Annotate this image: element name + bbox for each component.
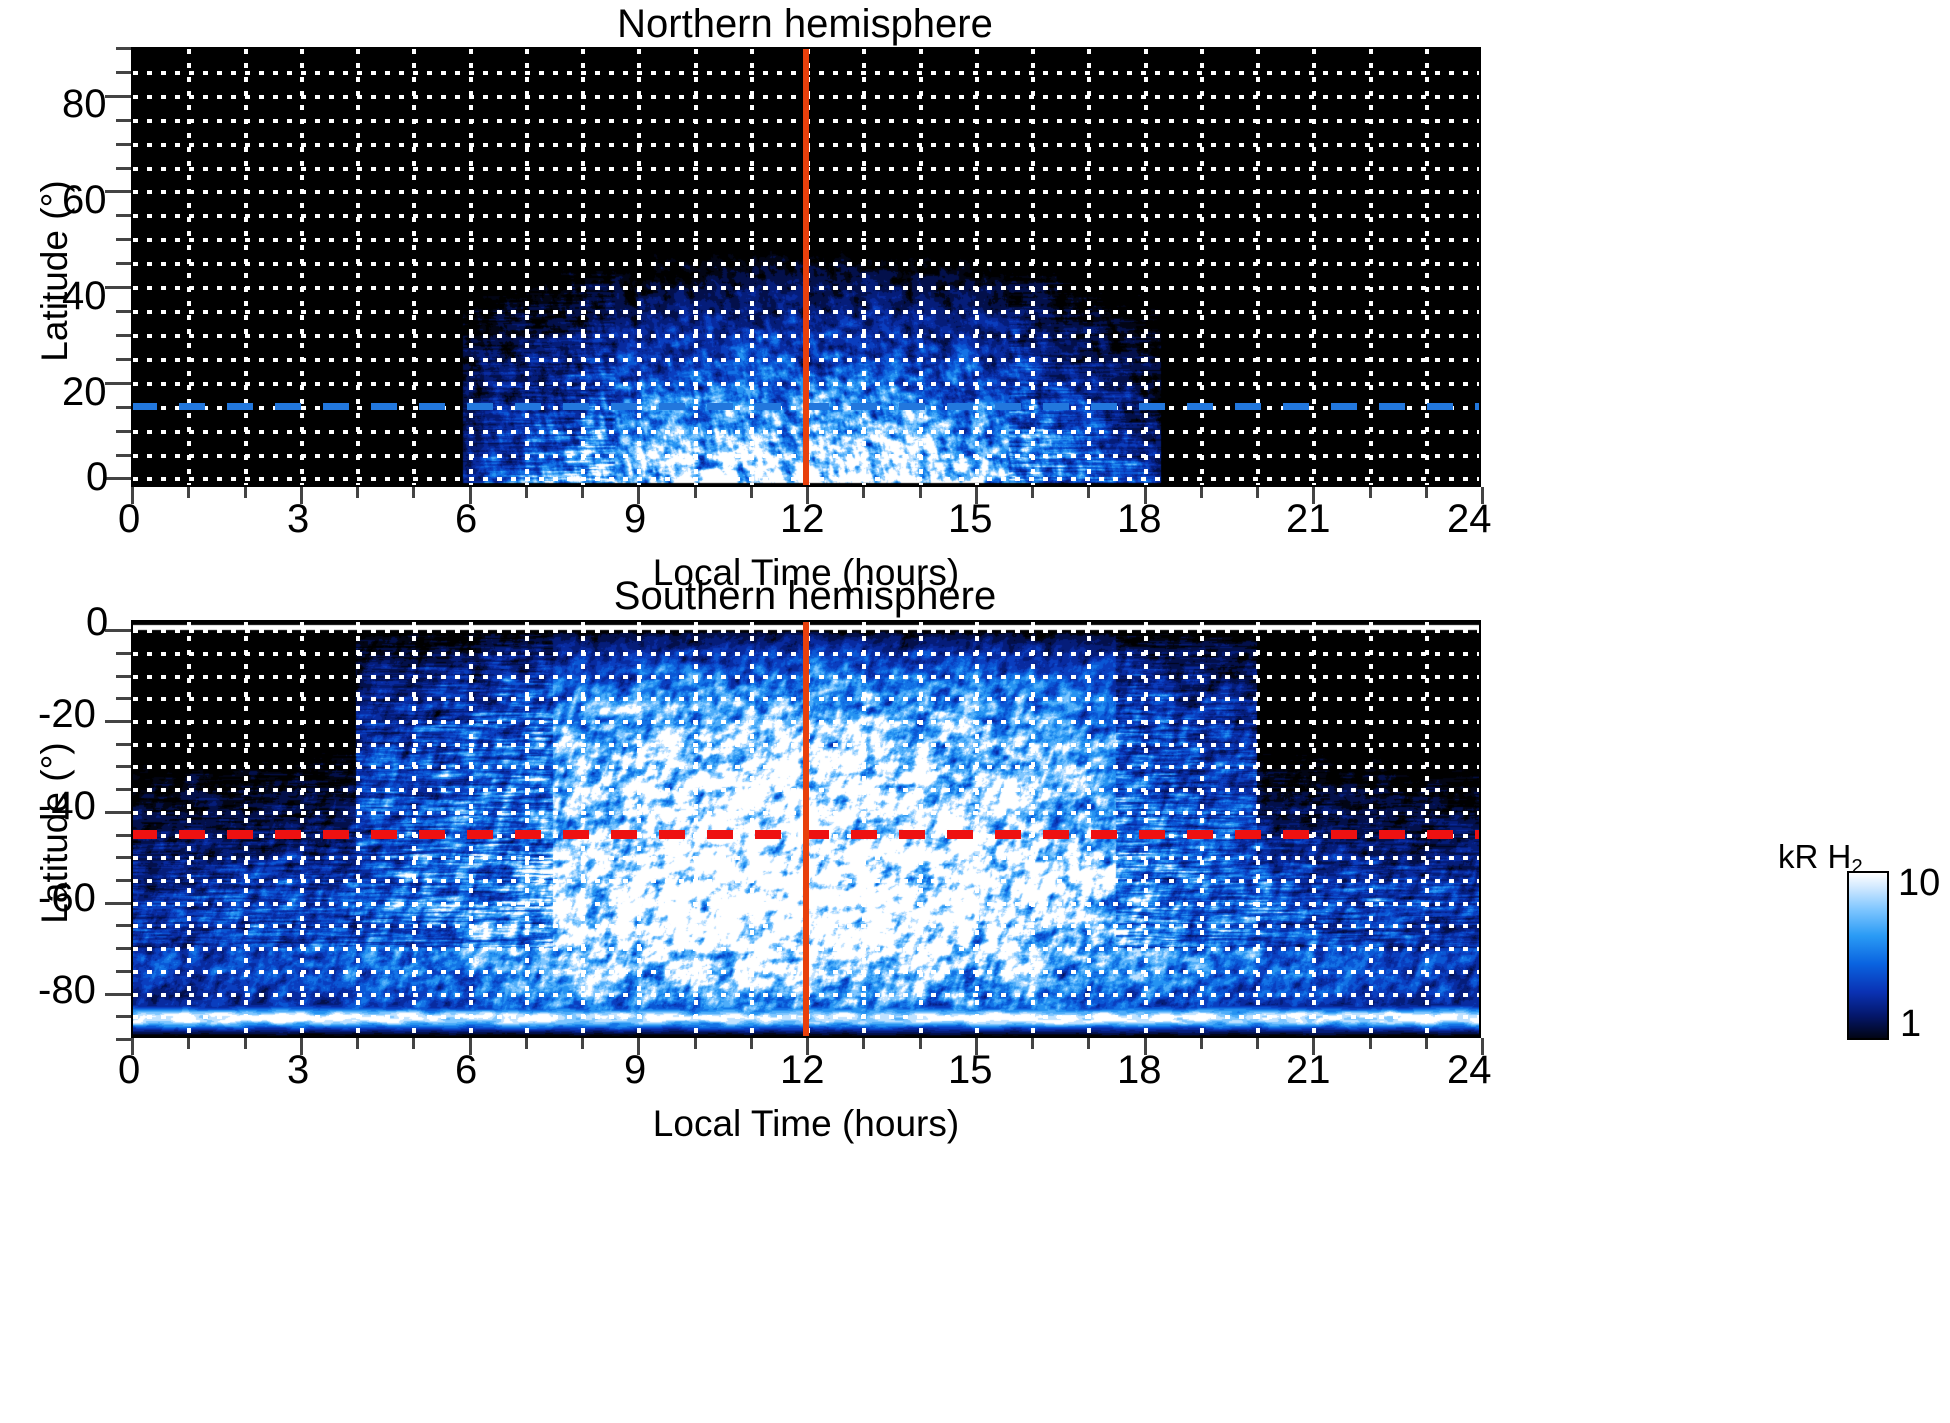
north-xtick-24: 24 [1447,497,1492,542]
north-ytick-40: 40 [62,274,107,319]
south-xtick-15: 15 [948,1048,993,1093]
north-plot-area[interactable] [131,47,1481,487]
south-ytick-m60: -60 [38,876,96,921]
south-ytick-m80: -80 [38,968,96,1013]
colorbar-title-text: kR H [1778,838,1851,875]
north-xtick-21: 21 [1286,497,1331,542]
north-xtick-12: 12 [780,497,825,542]
north-yaxis-label: Latitude (°) [34,121,76,421]
south-xtick-21: 21 [1286,1048,1331,1093]
north-xtick-0: 0 [118,497,140,542]
colorbar-gradient[interactable] [1847,871,1889,1040]
south-yaxis-label: Latitude (°) [34,683,76,983]
south-xtick-3: 3 [287,1048,309,1093]
north-xtick-18: 18 [1117,497,1162,542]
colorbar-title-subscript: 2 [1851,855,1862,878]
south-panel-title: Southern hemisphere [130,574,1480,619]
north-xtick-3: 3 [287,497,309,542]
north-ytick-60: 60 [62,178,107,223]
south-xtick-18: 18 [1117,1048,1162,1093]
north-xtick-9: 9 [624,497,646,542]
south-xtick-12: 12 [780,1048,825,1093]
south-xtick-24: 24 [1447,1048,1492,1093]
north-xtick-6: 6 [455,497,477,542]
north-ytick-80: 80 [62,82,107,127]
north-panel-title: Northern hemisphere [130,2,1480,47]
south-xaxis-label: Local Time (hours) [131,1103,1481,1145]
north-ytick-20: 20 [62,370,107,415]
south-ytick-m40: -40 [38,784,96,829]
north-ytick-0: 0 [86,455,108,500]
south-plot-area[interactable] [131,620,1481,1038]
north-noon-line [803,47,809,487]
south-xtick-9: 9 [624,1048,646,1093]
south-ytick-0: 0 [86,600,108,645]
colorbar-min-label: 1 [1900,1003,1921,1046]
south-xtick-0: 0 [118,1048,140,1093]
south-ytick-m20: -20 [38,692,96,737]
colorbar-title: kR H2 [1778,838,1863,879]
colorbar-max-label: 10 [1898,862,1940,905]
south-noon-line [803,620,809,1038]
south-xtick-6: 6 [455,1048,477,1093]
north-xaxis-label: Local Time (hours) [131,552,1481,594]
north-xtick-15: 15 [948,497,993,542]
